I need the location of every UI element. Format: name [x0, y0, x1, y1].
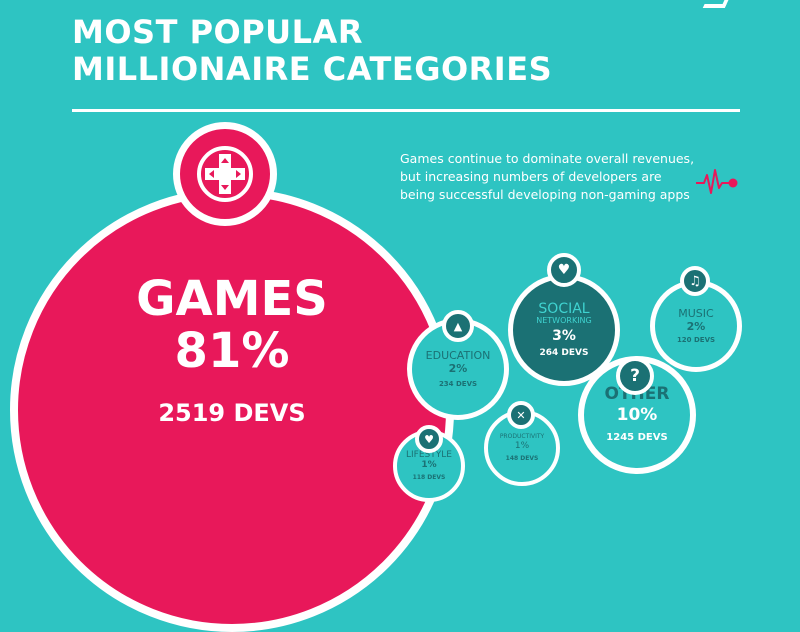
page-title: MOST POPULAR MILLIONAIRE CATEGORIES: [72, 14, 552, 88]
social-badge: ♥: [547, 253, 581, 287]
title-line-1: MOST POPULAR: [72, 13, 363, 51]
lifestyle-percent: 1%: [421, 460, 437, 471]
summary-note: Games continue to dominate overall reven…: [400, 151, 695, 202]
other-badge: ?: [616, 357, 654, 395]
tools-icon: ✕: [516, 408, 526, 422]
education-percent: 2%: [448, 362, 468, 376]
games-devs: 2519 DEVS: [158, 398, 306, 427]
lifestyle-devs: 118 DEVS: [412, 473, 446, 481]
productivity-percent: 1%: [514, 441, 530, 452]
education-devs: 234 DEVS: [438, 379, 478, 388]
question-mark-icon: ?: [630, 365, 640, 386]
title-divider: [72, 109, 740, 112]
music-badge: ♫: [680, 266, 710, 296]
productivity-devs: 148 DEVS: [505, 454, 539, 462]
other-devs: 1245 DEVS: [606, 432, 668, 444]
other-percent: 10%: [616, 405, 658, 426]
games-name: GAMES: [136, 271, 328, 327]
social-percent: 3%: [552, 327, 576, 344]
music-name: MUSIC: [678, 306, 714, 320]
education-badge: ▲: [442, 310, 474, 342]
lifestyle-name: LIFESTYLE: [406, 449, 452, 460]
education-name: EDUCATION: [425, 348, 491, 362]
heart-icon: ♥: [424, 432, 434, 446]
social-name-line2: NETWORKING: [536, 315, 592, 325]
heart-icon: ♥: [557, 262, 571, 278]
productivity-badge: ✕: [507, 401, 535, 429]
graduation-cap-icon: ▲: [453, 319, 463, 333]
social-devs: 264 DEVS: [539, 347, 589, 358]
music-percent: 2%: [686, 320, 706, 334]
social-name-line1: SOCIAL: [538, 300, 590, 317]
bubble-games: GAMES 81% 2519 DEVS: [10, 188, 454, 632]
games-percent: 81%: [174, 323, 290, 380]
title-line-2: MILLIONAIRE CATEGORIES: [72, 50, 553, 88]
gamepad-icon: [197, 146, 253, 202]
music-devs: 120 DEVS: [676, 335, 716, 344]
lifestyle-badge: ♥: [415, 425, 443, 453]
productivity-name: PRODUCTIVITY: [499, 432, 545, 440]
heartbeat-line-icon: [696, 169, 738, 194]
games-badge: [173, 122, 277, 226]
corner-decoration: [702, 0, 732, 8]
headphones-icon: ♫: [689, 273, 701, 289]
